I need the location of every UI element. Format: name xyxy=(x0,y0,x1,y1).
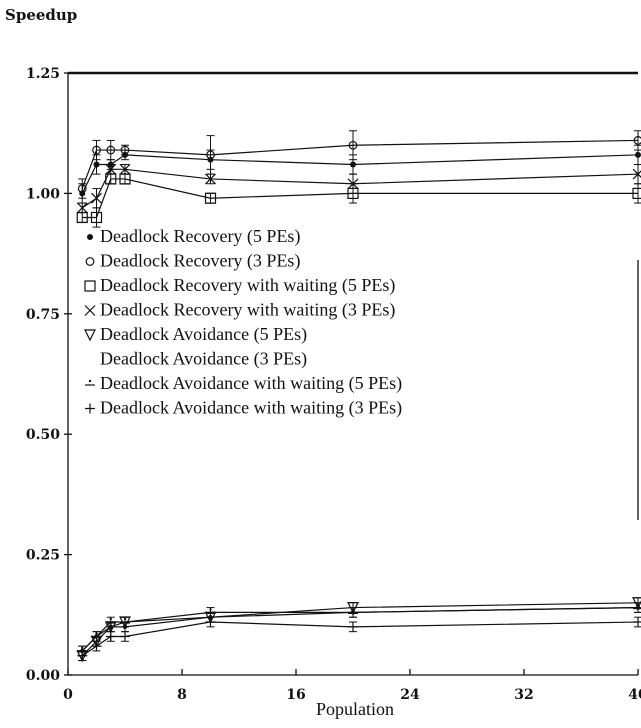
data-point-dot xyxy=(209,608,212,611)
data-point xyxy=(347,178,359,190)
data-point xyxy=(85,403,95,414)
data-point xyxy=(633,603,641,610)
data-point xyxy=(106,145,116,155)
data-point-dot xyxy=(88,379,92,383)
data-point xyxy=(77,184,87,193)
data-point xyxy=(348,608,358,614)
data-point-dot xyxy=(351,608,355,611)
data-point xyxy=(84,329,96,342)
data-point xyxy=(205,173,216,185)
data-point-dot xyxy=(123,617,127,621)
axes: 0.00 0.25 0.50 0.75 1.00 1.25 0 8 16 24 32 40 xyxy=(26,66,641,703)
series-7 xyxy=(77,602,641,657)
y-tick-label: 0.75 xyxy=(26,307,60,323)
data-point xyxy=(77,650,88,661)
data-point xyxy=(105,631,116,642)
data-point xyxy=(350,161,356,168)
data-point xyxy=(84,280,96,292)
data-point xyxy=(119,163,131,175)
data-point xyxy=(85,379,95,386)
data-point xyxy=(633,136,641,145)
series-4 xyxy=(76,163,641,214)
data-point xyxy=(204,192,217,204)
legend-item-label: Deadlock Recovery with waiting (5 PEs) xyxy=(100,275,395,296)
data-point xyxy=(76,202,88,214)
data-point xyxy=(105,617,116,624)
data-point xyxy=(91,192,102,204)
data-point xyxy=(84,305,96,316)
data-point xyxy=(85,257,95,266)
data-point xyxy=(120,617,130,624)
series-2 xyxy=(77,130,641,199)
y-tick-label: 0.00 xyxy=(26,668,60,684)
series-line xyxy=(81,621,639,657)
series-line xyxy=(82,178,638,219)
plot-area xyxy=(76,130,641,663)
x-tick-label: 24 xyxy=(400,687,420,703)
data-point xyxy=(632,168,641,180)
data-point xyxy=(90,211,103,224)
legend-item-label: Deadlock Avoidance with waiting (5 PEs) xyxy=(100,373,402,394)
legend-item-label: Deadlock Avoidance (5 PEs) xyxy=(100,324,307,345)
data-point-dot xyxy=(636,603,640,606)
legend: Deadlock Recovery (5 PEs) Deadlock Recove… xyxy=(84,226,402,419)
data-point xyxy=(87,234,93,240)
legend-item-label: Deadlock Avoidance with waiting (3 PEs) xyxy=(100,398,402,419)
series-5 xyxy=(76,597,641,663)
legend-item-label: Deadlock Recovery (3 PEs) xyxy=(100,251,300,272)
data-point-dot xyxy=(109,617,112,621)
data-point xyxy=(348,140,358,150)
legend-item-label: Deadlock Recovery with waiting (3 PEs) xyxy=(100,300,395,321)
data-point xyxy=(205,608,216,614)
legend-item-label: Deadlock Recovery (5 PEs) xyxy=(100,226,300,247)
x-tick-label: 8 xyxy=(177,687,187,703)
x-tick-label: 0 xyxy=(63,687,73,703)
series-3 xyxy=(76,173,641,228)
legend-item-label: Deadlock Avoidance (3 PEs) xyxy=(100,349,307,370)
series-8 xyxy=(77,616,641,662)
data-point xyxy=(633,617,641,628)
data-point xyxy=(205,617,216,628)
x-tick-label: 16 xyxy=(286,687,305,703)
y-tick-label: 0.50 xyxy=(26,427,60,443)
data-point xyxy=(120,145,130,155)
data-point xyxy=(105,163,117,175)
series-6 xyxy=(78,602,641,657)
data-point xyxy=(635,151,641,158)
x-tick-label: 40 xyxy=(628,687,641,703)
data-point xyxy=(93,161,100,168)
data-point-dot xyxy=(95,632,98,635)
data-point xyxy=(91,641,102,652)
data-point xyxy=(632,187,641,199)
data-point-dot xyxy=(81,646,84,650)
x-axis-label: Population xyxy=(316,699,394,719)
y-axis-label: Speedup xyxy=(5,6,77,24)
data-point xyxy=(348,621,358,632)
y-tick-label: 0.25 xyxy=(26,548,60,564)
data-point xyxy=(206,150,215,160)
data-point xyxy=(92,145,101,155)
data-point xyxy=(120,631,130,642)
x-tick-label: 32 xyxy=(514,687,533,703)
y-tick-label: 1.00 xyxy=(26,186,60,202)
data-point xyxy=(91,632,102,639)
y-tick-label: 1.25 xyxy=(26,66,60,82)
